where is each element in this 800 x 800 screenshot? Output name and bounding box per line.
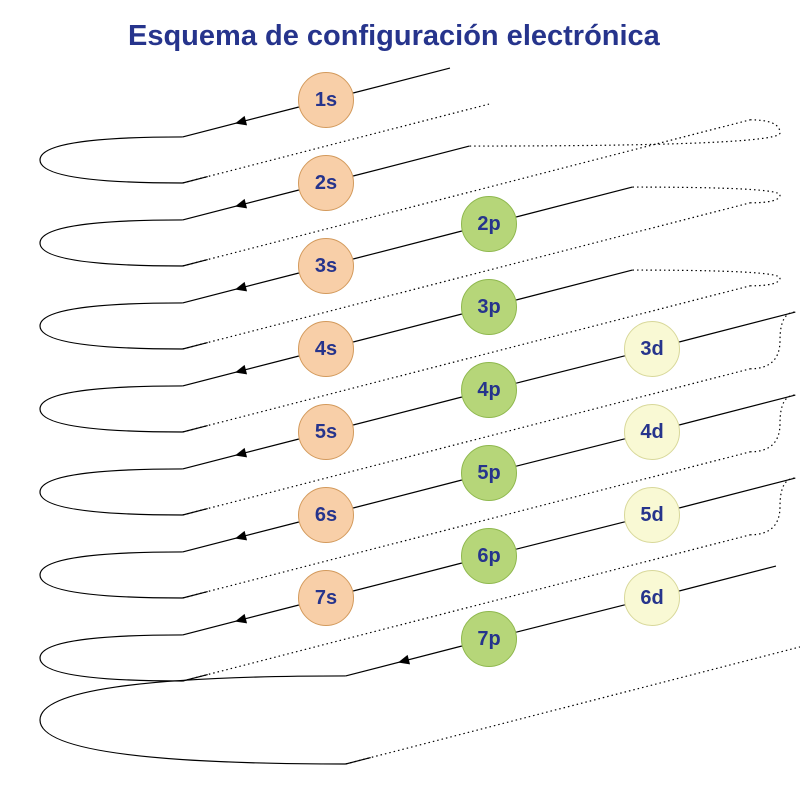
orbital-4d: 4d [624, 404, 680, 460]
orbital-6s: 6s [298, 487, 354, 543]
orbital-6p: 6p [461, 528, 517, 584]
orbital-6d: 6d [624, 570, 680, 626]
orbital-7p: 7p [461, 611, 517, 667]
orbital-7s: 7s [298, 570, 354, 626]
orbital-5p: 5p [461, 445, 517, 501]
orbital-5d: 5d [624, 487, 680, 543]
orbital-2s: 2s [298, 155, 354, 211]
page-title: Esquema de configuración electrónica [128, 20, 660, 53]
diagram-lines [0, 0, 800, 800]
orbital-5s: 5s [298, 404, 354, 460]
orbital-2p: 2p [461, 196, 517, 252]
orbital-3d: 3d [624, 321, 680, 377]
orbital-4p: 4p [461, 362, 517, 418]
orbital-3p: 3p [461, 279, 517, 335]
orbital-3s: 3s [298, 238, 354, 294]
orbital-1s: 1s [298, 72, 354, 128]
orbital-4s: 4s [298, 321, 354, 377]
